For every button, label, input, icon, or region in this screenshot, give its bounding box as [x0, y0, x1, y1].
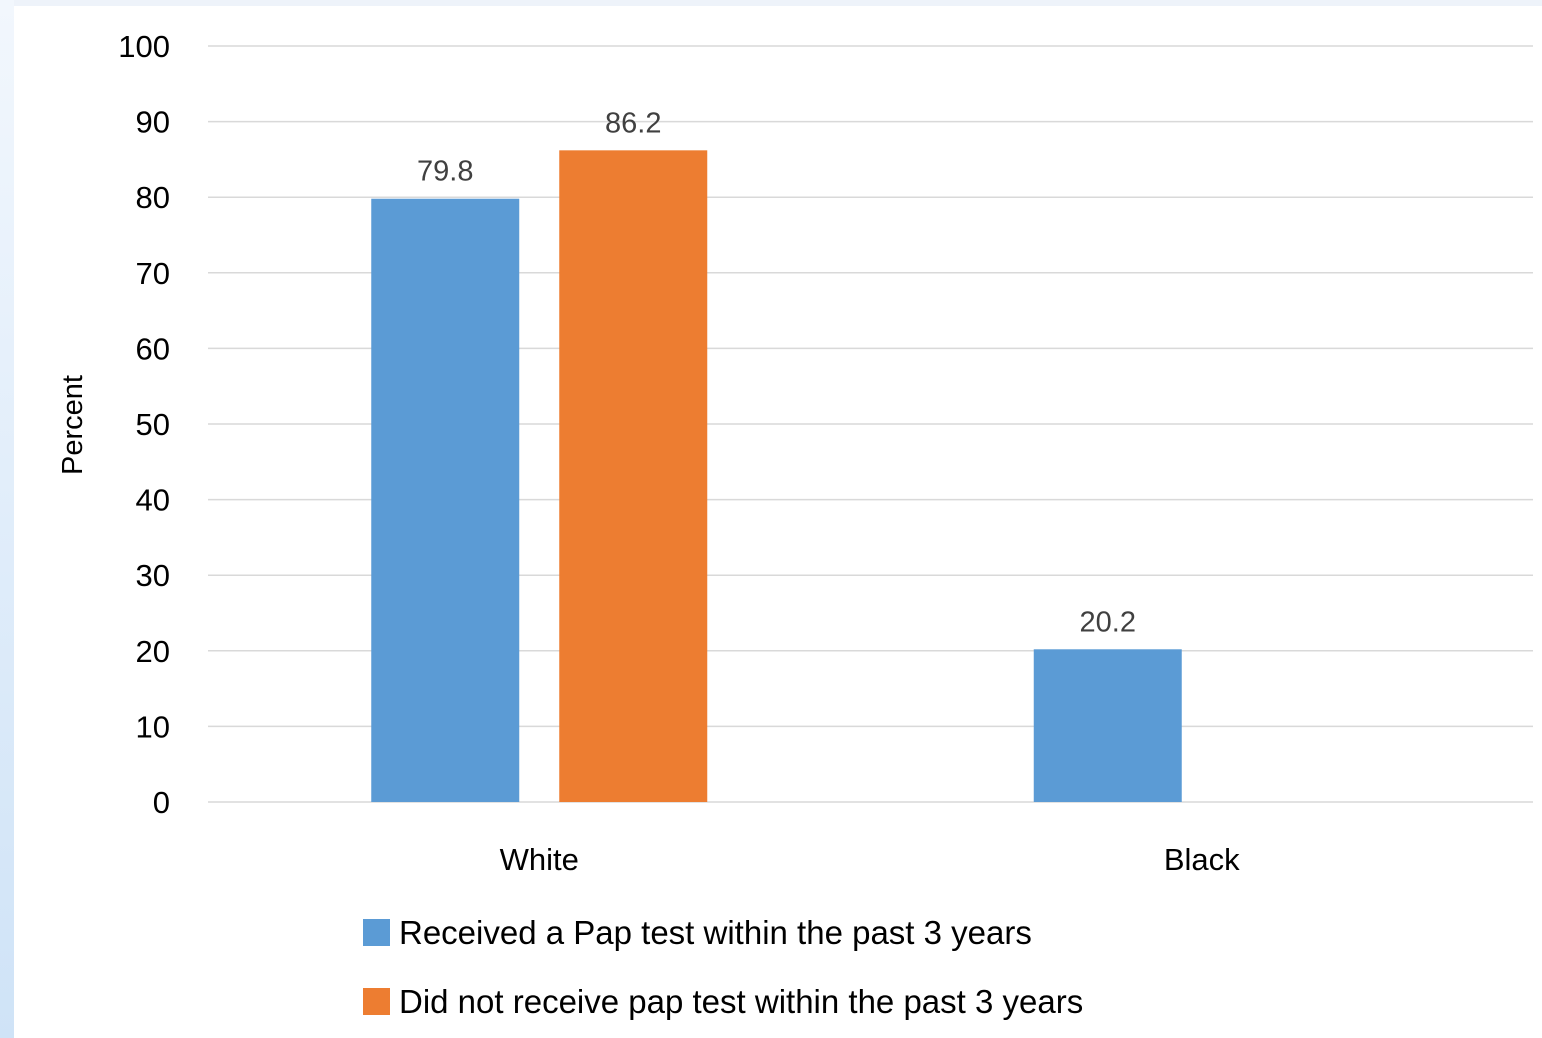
y-tick-label: 80 [136, 180, 170, 215]
data-label: 86.2 [605, 107, 661, 139]
legend-label-not-received: Did not receive pap test within the past… [399, 983, 1083, 1020]
y-tick-label: 20 [136, 634, 170, 669]
legend-item-not-received: Did not receive pap test within the past… [363, 983, 1083, 1020]
y-axis-ticks: 0 10 20 30 40 50 60 70 80 90 100 [118, 29, 170, 820]
y-tick-label: 90 [136, 105, 170, 140]
y-tick-label: 0 [153, 785, 170, 820]
data-label: 79.8 [417, 156, 473, 188]
legend-label-received: Received a Pap test within the past 3 ye… [399, 914, 1032, 951]
y-tick-label: 70 [136, 256, 170, 291]
x-axis-ticks: White Black [500, 842, 1241, 877]
y-tick-label: 40 [136, 483, 170, 518]
bar-white-series-1 [559, 150, 708, 802]
data-label: 20.2 [1080, 606, 1136, 638]
y-tick-label: 50 [136, 407, 170, 442]
y-tick-label: 30 [136, 558, 170, 593]
bar-white-series-0 [371, 198, 520, 802]
y-axis-title: Percent [57, 375, 89, 475]
top-frame [0, 0, 1542, 6]
y-tick-label: 60 [136, 331, 170, 366]
y-tick-label: 10 [136, 709, 170, 744]
data-labels: 79.8 86.2 20.2 [417, 107, 1136, 638]
left-frame [0, 0, 14, 1038]
legend-item-received: Received a Pap test within the past 3 ye… [363, 914, 1032, 951]
x-tick-label-black: Black [1164, 842, 1240, 877]
x-tick-label-white: White [500, 842, 579, 877]
bars [371, 150, 1182, 802]
legend-swatch-received [363, 919, 390, 946]
legend: Received a Pap test within the past 3 ye… [363, 914, 1083, 1020]
y-tick-label: 100 [118, 29, 170, 64]
bar-black-series-0 [1033, 649, 1182, 802]
legend-swatch-not-received [363, 988, 390, 1015]
